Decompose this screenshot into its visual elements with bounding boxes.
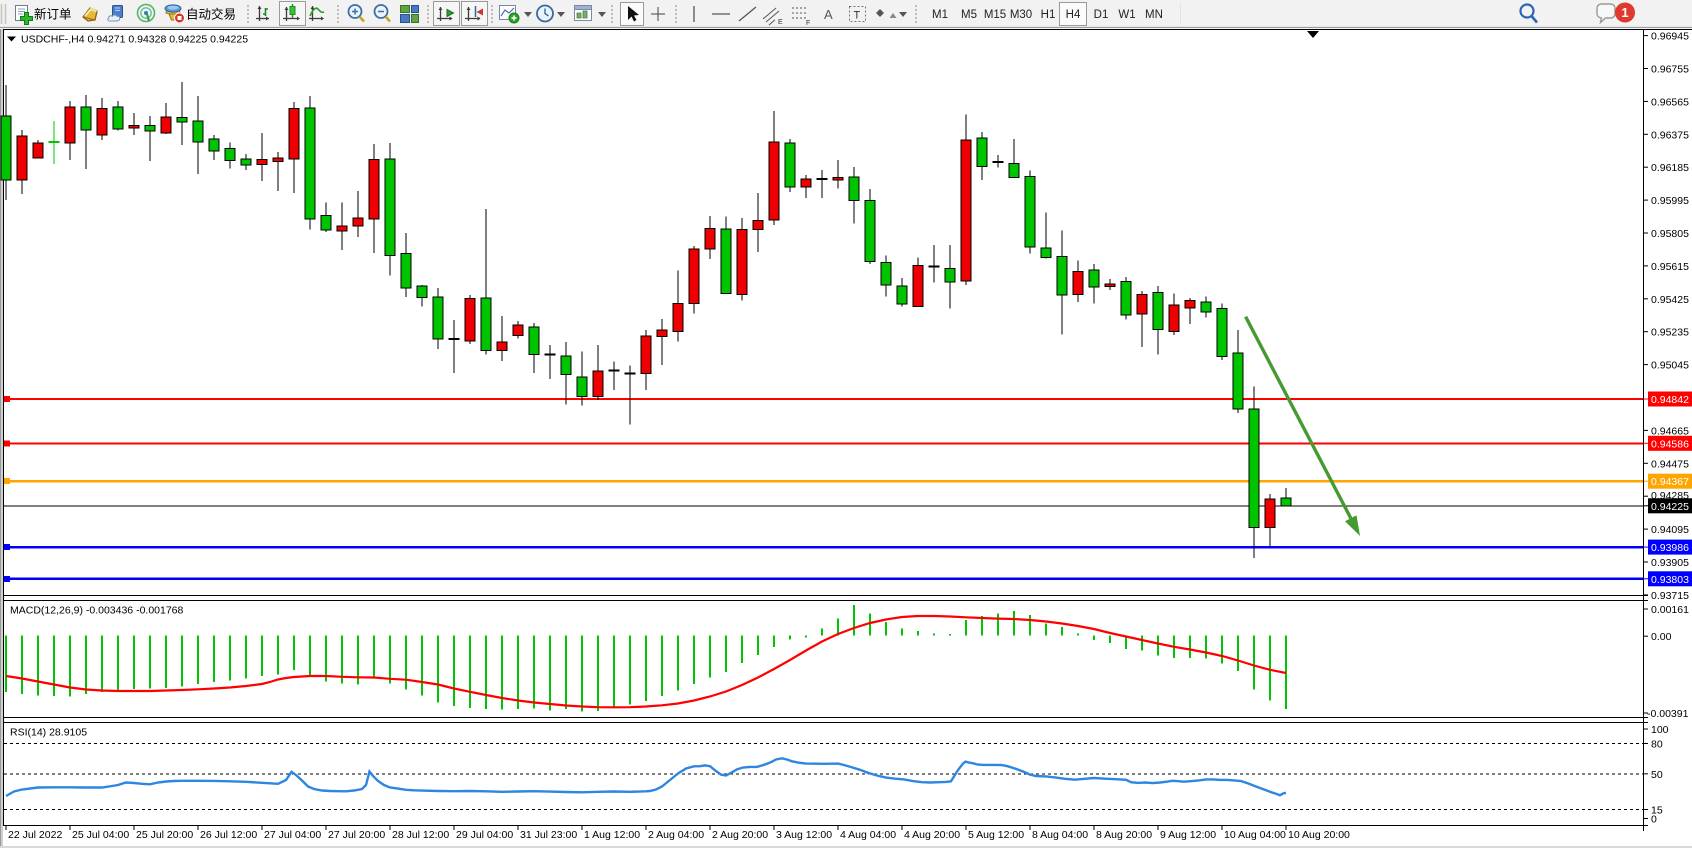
svg-text:0.00161: 0.00161 xyxy=(1651,604,1689,616)
svg-text:8 Aug 04:00: 8 Aug 04:00 xyxy=(1032,829,1088,841)
svg-text:25 Jul 04:00: 25 Jul 04:00 xyxy=(72,829,129,841)
svg-text:0.95045: 0.95045 xyxy=(1651,360,1689,372)
svg-text:0: 0 xyxy=(1651,814,1657,826)
svg-text:100: 100 xyxy=(1651,724,1669,736)
svg-text:M30: M30 xyxy=(1010,9,1032,21)
svg-text:2 Aug 04:00: 2 Aug 04:00 xyxy=(648,829,704,841)
svg-text:8 Aug 20:00: 8 Aug 20:00 xyxy=(1096,829,1152,841)
svg-text:0.96565: 0.96565 xyxy=(1651,96,1689,108)
svg-text:E: E xyxy=(778,19,783,26)
svg-text:A: A xyxy=(824,7,833,22)
svg-text:0.94842: 0.94842 xyxy=(1651,394,1689,406)
svg-text:F: F xyxy=(806,20,810,27)
svg-text:T: T xyxy=(854,10,861,22)
svg-text:25 Jul 20:00: 25 Jul 20:00 xyxy=(136,829,193,841)
svg-text:D1: D1 xyxy=(1094,9,1109,21)
svg-text:27 Jul 20:00: 27 Jul 20:00 xyxy=(328,829,385,841)
svg-text:1 Aug 12:00: 1 Aug 12:00 xyxy=(584,829,640,841)
svg-text:0.95615: 0.95615 xyxy=(1651,261,1689,273)
svg-text:0.94586: 0.94586 xyxy=(1651,438,1689,450)
svg-text:0.96185: 0.96185 xyxy=(1651,162,1689,174)
svg-text:新订单: 新订单 xyxy=(34,7,72,22)
svg-text:4 Aug 04:00: 4 Aug 04:00 xyxy=(840,829,896,841)
svg-text:0.94367: 0.94367 xyxy=(1651,476,1689,488)
svg-text:29 Jul 04:00: 29 Jul 04:00 xyxy=(456,829,513,841)
svg-text:0.94225: 0.94225 xyxy=(1651,501,1689,513)
svg-text:USDCHF-,H4 0.94271 0.94328 0.: USDCHF-,H4 0.94271 0.94328 0.94225 0.942… xyxy=(21,33,248,45)
svg-text:80: 80 xyxy=(1651,739,1663,751)
svg-text:0.93986: 0.93986 xyxy=(1651,542,1689,554)
svg-text:10 Aug 04:00: 10 Aug 04:00 xyxy=(1224,829,1286,841)
svg-text:22 Jul 2022: 22 Jul 2022 xyxy=(8,829,62,841)
svg-text:0.93803: 0.93803 xyxy=(1651,574,1689,586)
svg-text:10 Aug 20:00: 10 Aug 20:00 xyxy=(1288,829,1350,841)
svg-text:5 Aug 12:00: 5 Aug 12:00 xyxy=(968,829,1024,841)
svg-text:15: 15 xyxy=(1651,805,1663,817)
svg-text:0.94095: 0.94095 xyxy=(1651,524,1689,536)
svg-text:0.96755: 0.96755 xyxy=(1651,64,1689,76)
svg-text:27 Jul 04:00: 27 Jul 04:00 xyxy=(264,829,321,841)
svg-text:0.95425: 0.95425 xyxy=(1651,294,1689,306)
svg-text:H1: H1 xyxy=(1041,9,1056,21)
svg-text:M1: M1 xyxy=(932,9,948,21)
svg-text:0.95235: 0.95235 xyxy=(1651,327,1689,339)
svg-text:-0.00391: -0.00391 xyxy=(1647,708,1689,720)
svg-text:0.95995: 0.95995 xyxy=(1651,195,1689,207)
svg-text:W1: W1 xyxy=(1118,9,1135,21)
svg-text:MN: MN xyxy=(1145,9,1163,21)
svg-text:28 Jul 12:00: 28 Jul 12:00 xyxy=(392,829,449,841)
svg-text:0.00: 0.00 xyxy=(1651,631,1672,643)
svg-text:50: 50 xyxy=(1651,769,1663,781)
svg-text:0.93905: 0.93905 xyxy=(1651,557,1689,569)
svg-text:0.95805: 0.95805 xyxy=(1651,228,1689,240)
svg-text:RSI(14) 28.9105: RSI(14) 28.9105 xyxy=(10,727,87,739)
svg-text:9 Aug 12:00: 9 Aug 12:00 xyxy=(1160,829,1216,841)
svg-text:26 Jul 12:00: 26 Jul 12:00 xyxy=(200,829,257,841)
svg-text:自动交易: 自动交易 xyxy=(186,7,236,22)
svg-text:31 Jul 23:00: 31 Jul 23:00 xyxy=(520,829,577,841)
svg-text:0.94475: 0.94475 xyxy=(1651,458,1689,470)
svg-text:M5: M5 xyxy=(961,9,977,21)
svg-text:0.96375: 0.96375 xyxy=(1651,129,1689,141)
svg-text:2 Aug 20:00: 2 Aug 20:00 xyxy=(712,829,768,841)
svg-text:M15: M15 xyxy=(984,9,1006,21)
svg-text:0.96945: 0.96945 xyxy=(1651,31,1689,43)
svg-text:H4: H4 xyxy=(1066,9,1081,21)
svg-text:1: 1 xyxy=(1621,5,1628,20)
svg-text:0.93715: 0.93715 xyxy=(1651,590,1689,602)
svg-text:3 Aug 12:00: 3 Aug 12:00 xyxy=(776,829,832,841)
svg-text:MACD(12,26,9) -0.003436 -0.001: MACD(12,26,9) -0.003436 -0.001768 xyxy=(10,605,184,617)
svg-text:4 Aug 20:00: 4 Aug 20:00 xyxy=(904,829,960,841)
svg-text:0.94665: 0.94665 xyxy=(1651,425,1689,437)
